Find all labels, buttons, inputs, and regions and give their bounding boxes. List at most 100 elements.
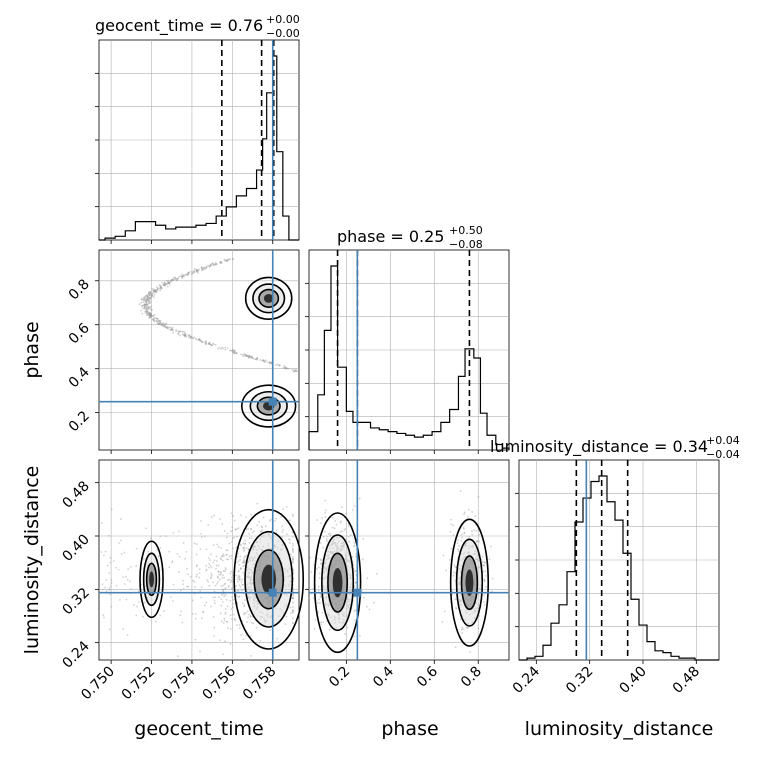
sample-point <box>192 271 194 274</box>
sample-point <box>194 613 197 615</box>
sample-point <box>177 330 180 332</box>
grid-lines <box>515 460 719 664</box>
sample-point <box>175 329 178 331</box>
sample-point <box>104 586 106 589</box>
sample-point <box>226 620 229 623</box>
sample-point <box>179 334 181 337</box>
sample-point <box>231 541 233 543</box>
sample-point <box>159 287 162 290</box>
sample-point <box>152 315 154 317</box>
sample-point <box>153 314 156 316</box>
sample-point <box>120 552 123 555</box>
sample-point <box>220 262 223 264</box>
sample-point <box>187 271 190 274</box>
sample-point <box>317 566 320 569</box>
sample-point <box>212 342 214 345</box>
sample-point <box>484 575 487 577</box>
sample-point <box>212 263 215 266</box>
y-tick-label: 0.32 <box>59 585 92 618</box>
sample-point <box>209 264 212 267</box>
sample-point <box>135 547 138 550</box>
sample-point <box>167 279 170 282</box>
sample-point <box>177 332 180 335</box>
sample-point <box>156 321 158 323</box>
sample-point <box>469 651 471 654</box>
sample-point <box>366 577 369 580</box>
sample-point <box>235 352 238 355</box>
sample-point <box>202 341 204 344</box>
sample-point <box>210 264 212 267</box>
sample-point <box>475 540 478 543</box>
sample-point <box>140 301 143 304</box>
sample-point <box>228 349 231 352</box>
sample-point <box>233 618 236 621</box>
sample-point <box>202 268 205 271</box>
sample-point <box>249 513 252 516</box>
sample-point <box>242 542 245 545</box>
sample-point <box>171 560 174 563</box>
sample-point <box>225 598 228 601</box>
sample-point <box>145 311 148 314</box>
sample-point <box>349 534 352 536</box>
sample-point <box>176 655 179 657</box>
sample-point <box>213 626 216 629</box>
sample-point <box>220 585 222 587</box>
sample-point <box>246 658 249 661</box>
sample-point <box>218 596 220 599</box>
sample-point <box>243 604 246 606</box>
sample-point <box>161 281 163 284</box>
sample-point <box>280 515 283 518</box>
sample-point <box>109 556 112 559</box>
sample-point <box>275 529 278 532</box>
sample-point <box>127 568 130 571</box>
x-tick-label: 0.752 <box>119 664 159 704</box>
sample-point <box>182 334 185 337</box>
sample-point <box>244 599 246 602</box>
sample-point <box>292 558 294 561</box>
sample-point <box>225 536 228 539</box>
sample-point <box>148 314 151 317</box>
sample-point <box>184 334 187 337</box>
sample-point <box>210 344 213 347</box>
sample-point <box>228 578 231 581</box>
sample-point <box>276 363 279 366</box>
sample-point <box>169 281 172 284</box>
sample-point <box>245 547 248 549</box>
sample-point <box>241 578 244 581</box>
sample-point <box>166 285 169 288</box>
sample-point <box>233 351 236 354</box>
sample-point <box>452 574 455 577</box>
sample-point <box>231 529 234 532</box>
sample-point <box>146 296 149 299</box>
sample-point <box>233 352 235 355</box>
sample-point <box>358 497 361 500</box>
sample-point <box>262 359 265 362</box>
sample-point <box>150 313 153 316</box>
x-tick-label: 0.40 <box>616 664 649 697</box>
sample-point <box>155 620 157 623</box>
sample-point <box>284 367 286 369</box>
title-geocent-time: geocent_time = 0.76 <box>95 16 263 36</box>
sample-point <box>171 279 174 282</box>
sample-point <box>146 310 149 313</box>
sample-point <box>214 344 217 346</box>
sample-point <box>294 370 297 373</box>
sample-point <box>200 586 203 588</box>
sample-point <box>175 277 178 280</box>
sample-point <box>287 367 290 370</box>
sample-point <box>164 283 166 286</box>
sample-point <box>219 261 222 263</box>
sample-point <box>122 576 124 579</box>
sample-point <box>291 369 294 371</box>
sample-point <box>239 543 242 546</box>
sample-point <box>260 525 263 528</box>
sample-point <box>222 574 224 577</box>
sample-point <box>297 370 300 373</box>
sample-point <box>195 573 198 576</box>
sample-point <box>129 580 131 583</box>
sample-point <box>244 542 247 545</box>
sample-point <box>149 312 152 315</box>
sample-point <box>144 298 147 301</box>
sample-point <box>187 271 190 274</box>
sample-point <box>248 355 250 357</box>
